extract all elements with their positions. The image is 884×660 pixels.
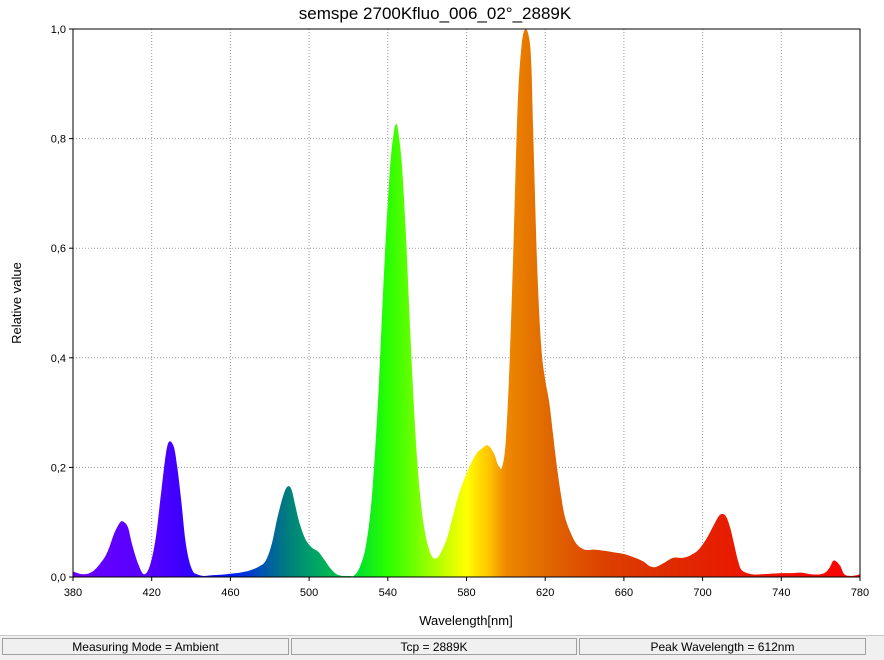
- x-tick-label: 700: [693, 587, 711, 599]
- y-tick-label: 0,0: [51, 572, 66, 584]
- y-tick-label: 0,4: [51, 353, 66, 365]
- x-tick-label: 580: [457, 587, 475, 599]
- tcp-panel: Tcp = 2889K: [291, 638, 577, 655]
- spectrum-chart: 380 420 460 500 540 580 620 660 700 740 780 0,0 0,2…: [9, 4, 869, 628]
- x-tick-label: 460: [221, 587, 239, 599]
- x-tick-label: 660: [615, 587, 633, 599]
- y-tick-label: 0,8: [51, 134, 66, 146]
- y-tick-label: 0,6: [51, 243, 66, 255]
- y-tick-label: 1,0: [51, 24, 66, 36]
- status-bar: Measuring Mode = Ambient Tcp = 2889K Pea…: [0, 635, 884, 660]
- x-axis-label: Wavelength[nm]: [419, 613, 512, 628]
- x-tick-label: 420: [143, 587, 161, 599]
- x-tick-label: 780: [851, 587, 869, 599]
- peak-wavelength-panel: Peak Wavelength = 612nm: [579, 638, 866, 655]
- x-tick-label: 740: [772, 587, 790, 599]
- tick-marks: [69, 28, 861, 581]
- measuring-mode-panel: Measuring Mode = Ambient: [2, 638, 289, 655]
- x-tick-label: 540: [379, 587, 397, 599]
- x-tick-labels: 380 420 460 500 540 580 620 660 700 740 780: [64, 587, 869, 599]
- y-tick-labels: 0,0 0,2 0,4 0,6 0,8 1,0: [51, 24, 66, 584]
- x-tick-label: 500: [300, 587, 318, 599]
- y-tick-label: 0,2: [51, 462, 66, 474]
- x-tick-label: 620: [536, 587, 554, 599]
- x-tick-label: 380: [64, 587, 82, 599]
- y-axis-label: Relative value: [9, 262, 24, 344]
- chart-title: semspe 2700Kfluo_006_02°_2889K: [299, 4, 572, 23]
